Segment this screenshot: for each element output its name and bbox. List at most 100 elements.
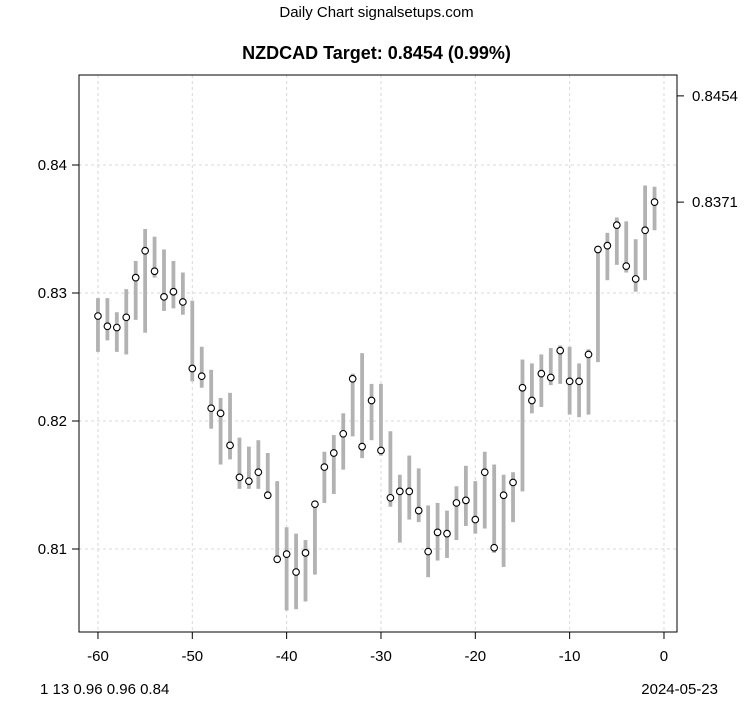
close-marker: [443, 529, 451, 538]
close-marker: [160, 292, 168, 301]
right-tick-label: 0.8371: [692, 194, 738, 211]
price-bar: [558, 345, 563, 384]
price-bar: [105, 298, 110, 341]
close-marker: [565, 377, 574, 386]
close-marker: [386, 493, 395, 502]
close-marker: [311, 500, 319, 509]
close-marker: [235, 473, 244, 482]
x-tick-label: -30: [370, 648, 392, 665]
price-bar: [530, 363, 534, 414]
plot-border: [78, 74, 678, 633]
price-bar: [124, 289, 129, 355]
price-bar: [331, 435, 336, 494]
price-bar: [303, 540, 308, 602]
y-tick-label: 0.81: [38, 541, 67, 558]
close-marker: [414, 506, 423, 515]
close-marker: [273, 555, 282, 564]
footer-date: 2024-05-23: [641, 681, 718, 698]
chart-title: NZDCAD Target: 0.8454 (0.99%): [242, 43, 511, 63]
right-axis: 0.8454 0.8371: [677, 88, 738, 211]
price-bar: [96, 298, 100, 352]
price-bar: [247, 446, 251, 489]
close-marker: [395, 487, 404, 496]
price-bar: [313, 502, 317, 575]
close-marker: [499, 491, 508, 500]
price-bar: [322, 451, 327, 503]
close-marker: [112, 323, 121, 332]
close-marker: [339, 429, 348, 438]
close-marker: [575, 377, 583, 386]
close-marker: [631, 275, 640, 283]
price-bar: [388, 431, 393, 507]
price-bar: [511, 472, 515, 523]
price-bars: [96, 185, 657, 611]
close-marker: [471, 515, 480, 524]
price-bar: [190, 300, 195, 382]
price-bar: [501, 474, 506, 567]
close-marker: [131, 273, 140, 282]
price-bar: [548, 348, 553, 386]
close-marker: [433, 528, 442, 537]
price-bar: [539, 354, 544, 407]
price-bar: [482, 451, 487, 529]
price-bar: [180, 272, 185, 315]
price-bar: [350, 373, 355, 437]
close-marker: [348, 374, 357, 383]
y-tick-label: 0.82: [38, 413, 67, 430]
close-marker: [245, 477, 253, 486]
price-bar: [369, 383, 374, 441]
price-bar: [199, 346, 204, 388]
footer-stats: 1 13 0.96 0.96 0.84: [40, 681, 170, 698]
close-marker: [490, 543, 499, 552]
price-bar: [426, 505, 431, 578]
price-bar: [341, 413, 346, 470]
close-marker: [122, 313, 131, 322]
close-marker: [556, 346, 565, 355]
price-bar: [454, 486, 459, 541]
x-tick-label: -10: [559, 648, 581, 665]
price-bar: [492, 464, 497, 553]
price-bar: [633, 239, 638, 292]
price-bar: [284, 527, 289, 611]
price-bar: [209, 369, 214, 429]
price-bar: [275, 481, 280, 564]
close-marker: [197, 372, 206, 381]
close-marker: [150, 267, 159, 276]
close-marker: [103, 322, 112, 331]
close-marker: [537, 369, 546, 378]
price-bar: [624, 221, 629, 273]
right-tick-label: 0.8454: [692, 88, 738, 105]
price-bar: [652, 186, 657, 231]
close-marker: [169, 287, 178, 296]
price-bar: [228, 392, 232, 460]
price-bar: [265, 453, 270, 500]
price-bar: [416, 468, 421, 523]
close-marker: [424, 547, 432, 556]
y-tick-label: 0.84: [38, 157, 67, 174]
price-bar: [379, 383, 383, 456]
close-marker: [292, 568, 300, 576]
close-marker: [226, 441, 234, 450]
close-marker: [622, 262, 631, 270]
price-bar: [596, 246, 600, 363]
close-marker: [216, 409, 225, 418]
close-marker: [528, 396, 536, 405]
close-marker: [594, 245, 602, 254]
close-markers: [94, 198, 659, 576]
close-marker: [462, 496, 470, 505]
price-bar: [586, 349, 591, 415]
close-marker: [377, 446, 385, 455]
close-marker: [320, 463, 329, 471]
close-marker: [254, 468, 263, 477]
x-tick-label: -60: [87, 648, 109, 665]
price-bar: [256, 440, 261, 489]
y-tick-label: 0.83: [38, 285, 67, 302]
price-bar: [360, 353, 365, 459]
close-marker: [179, 298, 187, 306]
price-bar: [114, 312, 119, 352]
close-marker: [141, 246, 149, 255]
price-bar: [463, 465, 468, 526]
close-marker: [650, 198, 659, 206]
